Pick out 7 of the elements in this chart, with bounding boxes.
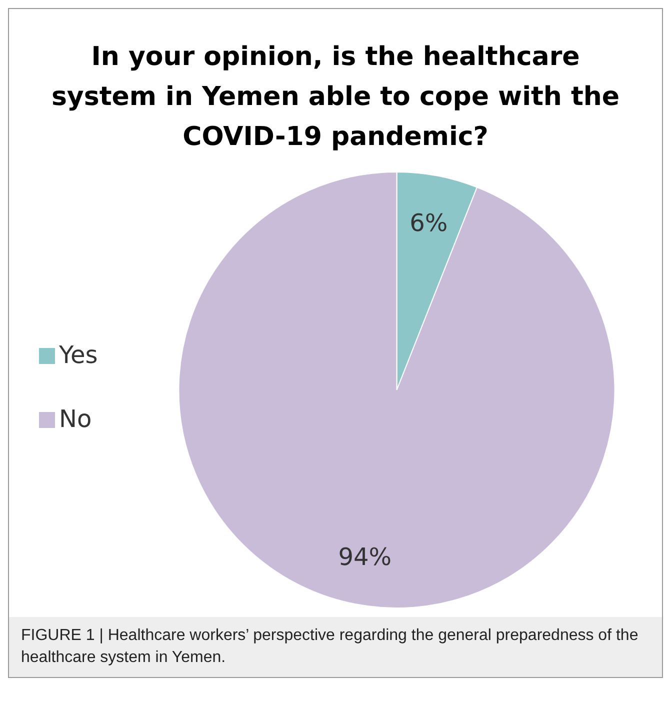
data-label: 6% — [410, 208, 448, 237]
pie-slice — [178, 172, 616, 608]
legend-label: Yes — [59, 341, 98, 369]
data-label: 94% — [338, 543, 392, 572]
caption: FIGURE 1 | Healthcare workers’ perspective regarding the general preparedness of the healthcare system in Yemen. — [9, 617, 662, 677]
chart-title: In your opinion, is the healthcare system in Yemen able to cope with the COVID-19 pandemic? — [50, 41, 621, 154]
legend-label: No — [59, 405, 92, 433]
